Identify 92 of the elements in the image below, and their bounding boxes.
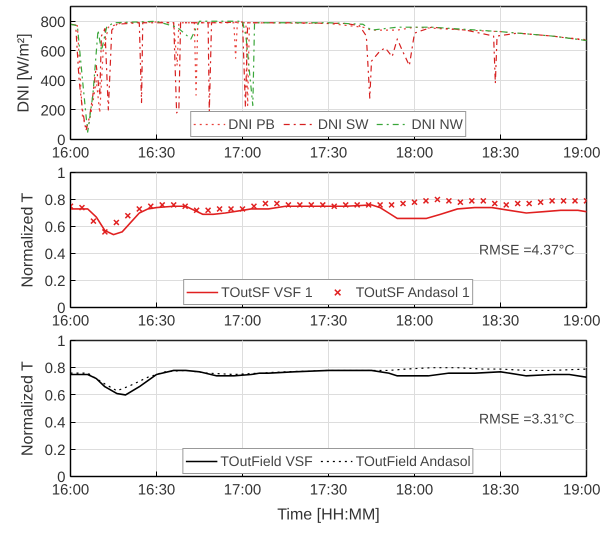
point <box>113 219 120 226</box>
point <box>514 200 521 207</box>
x-tick-label: 18:00 <box>396 144 434 162</box>
point <box>548 198 556 204</box>
point <box>262 200 269 207</box>
x-tick-label: 17:30 <box>310 144 348 162</box>
y-tick-label: 0.8 <box>44 192 66 209</box>
y-tick-label: 0.2 <box>44 442 66 459</box>
x-tick-label: 18:30 <box>482 144 520 162</box>
x-tick-label: 17:30 <box>310 312 348 330</box>
annotation: RMSE =4.37°C <box>479 242 575 258</box>
point <box>342 202 349 208</box>
x-tick-label: 18:00 <box>396 312 434 330</box>
legend-label: DNI PB <box>228 116 275 132</box>
point <box>78 204 86 211</box>
legend-label: DNI NW <box>411 116 463 132</box>
point <box>365 202 372 208</box>
y-tick-label: 0.2 <box>44 273 66 290</box>
y-tick-label: 200 <box>40 102 66 120</box>
point <box>411 198 418 206</box>
legend-label: TOutSF Andasol 1 <box>356 284 470 300</box>
y-tick-label: 0.8 <box>44 360 66 378</box>
point <box>320 202 326 208</box>
x-tick-label: 19:00 <box>562 312 601 330</box>
point <box>480 198 487 204</box>
x-tick-label: 16:30 <box>138 312 176 330</box>
point <box>537 198 544 206</box>
x-tick-label: 18:30 <box>482 482 520 498</box>
point <box>434 196 441 203</box>
x-tick-label: 17:00 <box>224 312 262 330</box>
point <box>296 202 304 208</box>
point <box>193 207 200 214</box>
y-tick-label: 0.4 <box>44 414 66 432</box>
y-tick-label: 1 <box>57 333 66 350</box>
x-tick-label: 16:30 <box>138 482 176 498</box>
legend-label: TOutField VSF <box>220 453 313 469</box>
x-tick-label: 16:00 <box>52 482 90 498</box>
point <box>400 200 406 207</box>
point <box>331 203 338 210</box>
y-axis-title: Normalized T <box>20 360 37 456</box>
point <box>446 198 452 204</box>
y-tick-label: 0.6 <box>44 387 66 404</box>
point <box>492 200 498 207</box>
point <box>572 198 578 204</box>
point <box>354 202 360 208</box>
y-tick-label: 0.4 <box>44 246 66 263</box>
point <box>468 198 476 204</box>
point <box>228 206 234 212</box>
annotation: RMSE =3.31°C <box>479 410 575 426</box>
point <box>376 202 384 208</box>
point <box>170 202 177 208</box>
point <box>388 202 395 208</box>
y-tick-label: 800 <box>40 14 66 31</box>
legend-label: DNI SW <box>318 116 368 132</box>
point <box>560 198 567 204</box>
point <box>148 203 154 210</box>
point <box>90 218 97 224</box>
x-tick-label: 16:00 <box>52 144 90 162</box>
y-axis-title: Normalized T <box>20 192 37 288</box>
point <box>285 202 292 208</box>
point <box>274 200 280 207</box>
x-tick-label: 19:00 <box>562 144 601 162</box>
x-tick-label: 19:00 <box>562 482 601 498</box>
x-tick-label: 17:00 <box>224 144 262 162</box>
x-tick-label: 18:00 <box>396 482 434 498</box>
point <box>457 198 464 206</box>
y-tick-label: 1 <box>57 165 66 182</box>
point <box>136 206 143 212</box>
y-tick-label: 600 <box>40 43 66 60</box>
point <box>422 198 430 204</box>
point <box>204 207 212 214</box>
x-tick-label: 18:30 <box>482 312 520 330</box>
point <box>503 202 510 208</box>
point <box>250 203 258 210</box>
point <box>526 200 532 207</box>
x-tick-label: 16:00 <box>52 312 90 330</box>
point <box>159 202 166 208</box>
point <box>102 228 108 236</box>
x-tick-label: 17:00 <box>224 482 262 498</box>
legend-label: TOutField Andasol <box>356 453 471 469</box>
point <box>216 206 223 212</box>
x-axis-title: Time [HH:MM] <box>277 506 380 524</box>
y-tick-label: 400 <box>40 72 66 90</box>
point <box>239 206 246 212</box>
y-tick-label: 0.6 <box>44 219 66 236</box>
point <box>308 202 315 208</box>
point <box>182 203 188 210</box>
x-tick-label: 17:30 <box>310 482 348 498</box>
y-axis-title: DNI [W/m²] <box>15 33 32 113</box>
point <box>124 212 132 219</box>
legend-label: TOutSF VSF 1 <box>221 284 313 300</box>
x-tick-label: 16:30 <box>138 144 176 162</box>
